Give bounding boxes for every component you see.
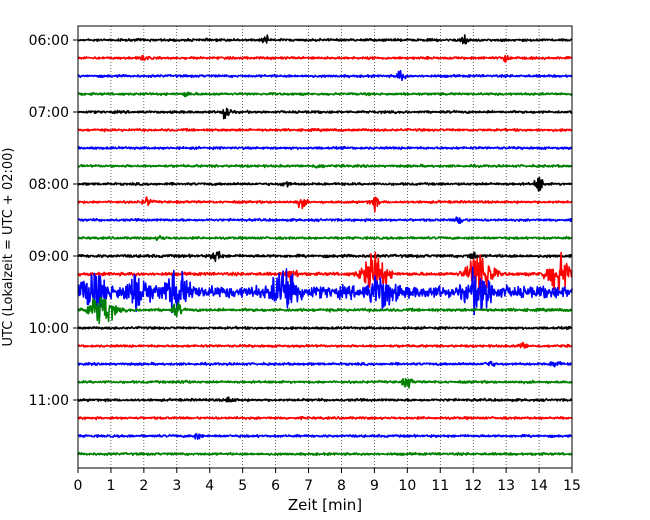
x-tick-label: 15 <box>563 478 581 494</box>
x-tick-label: 6 <box>271 478 280 494</box>
x-axis-ticks: 0 1 2 3 4 5 6 7 8 9 10 11 12 13 14 15 <box>74 468 581 494</box>
x-tick-label: 4 <box>205 478 214 494</box>
trace-0945 <box>77 296 573 325</box>
x-axis-label: Zeit [min] <box>288 496 362 514</box>
y-tick-label: 06:00 <box>29 33 69 49</box>
trace-1000 <box>77 325 573 331</box>
trace-0930 <box>77 266 573 320</box>
x-tick-label: 13 <box>497 478 515 494</box>
trace-0630 <box>77 69 573 82</box>
x-tick-label: 9 <box>370 478 379 494</box>
x-tick-label: 11 <box>431 478 449 494</box>
trace-0900 <box>77 250 573 263</box>
trace-1130 <box>77 432 573 441</box>
x-tick-label: 5 <box>238 478 247 494</box>
y-tick-label: 09:00 <box>29 249 69 265</box>
trace-0700 <box>77 107 573 120</box>
x-tick-label: 12 <box>464 478 482 494</box>
x-tick-label: 14 <box>530 478 548 494</box>
trace-1115 <box>77 415 573 421</box>
x-tick-label: 1 <box>106 478 115 494</box>
trace-0915 <box>77 251 573 296</box>
y-tick-label: 11:00 <box>29 393 69 409</box>
trace-0815 <box>77 196 573 213</box>
x-tick-label: 10 <box>398 478 416 494</box>
trace-0800 <box>77 176 573 192</box>
y-axis-label: UTC (Lokalzeit = UTC + 02:00) <box>1 148 16 347</box>
trace-0830 <box>77 216 573 225</box>
trace-0600 <box>77 34 573 45</box>
x-tick-label: 2 <box>139 478 148 494</box>
trace-0645 <box>77 91 573 98</box>
y-axis-ticks: 06:00 07:00 08:00 09:00 10:00 11:00 <box>29 33 78 409</box>
trace-0715 <box>77 127 573 133</box>
trace-1030 <box>77 360 573 368</box>
x-tick-label: 3 <box>172 478 181 494</box>
y-tick-label: 10:00 <box>29 321 69 337</box>
trace-0845 <box>77 234 573 241</box>
trace-1100 <box>77 396 573 403</box>
trace-1045 <box>77 377 573 389</box>
y-tick-label: 07:00 <box>29 105 69 121</box>
trace-0615 <box>77 54 573 63</box>
x-tick-label: 8 <box>337 478 346 494</box>
trace-0745 <box>77 163 573 169</box>
grid-lines <box>110 26 540 468</box>
trace-0730 <box>77 145 573 151</box>
x-tick-label: 0 <box>74 478 83 494</box>
trace-1015 <box>77 341 573 349</box>
seismic-traces <box>77 34 573 457</box>
y-tick-label: 08:00 <box>29 177 69 193</box>
x-tick-label: 7 <box>304 478 313 494</box>
trace-1145 <box>77 451 573 457</box>
plot-frame <box>77 25 573 469</box>
